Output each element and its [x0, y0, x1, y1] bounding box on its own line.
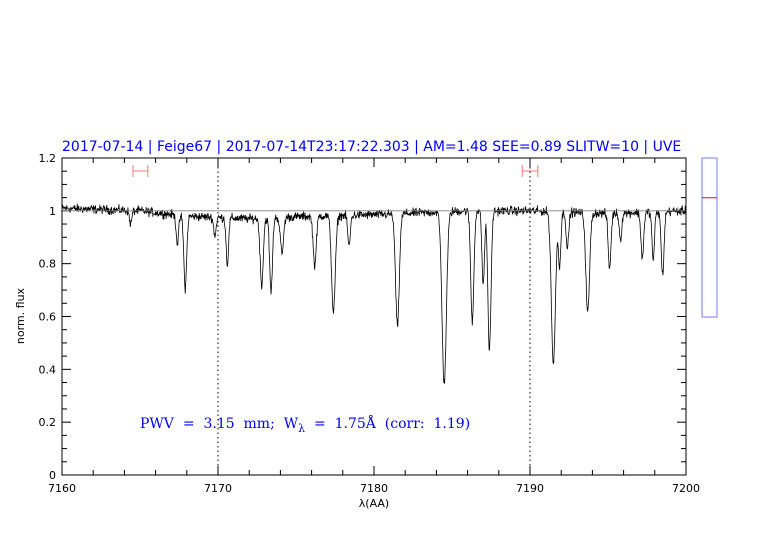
- x-axis-label: λ(AA): [359, 497, 389, 510]
- y-tick-label: 0.6: [39, 311, 57, 324]
- y-tick-label: 0: [49, 469, 56, 482]
- y-tick-label: 1: [49, 205, 56, 218]
- pwv-annotation-post: = 1.75Å (corr: 1.19): [305, 414, 470, 432]
- x-tick-label: 7200: [672, 482, 700, 495]
- y-axis-label: norm. flux: [14, 287, 27, 344]
- plot-frame: [61, 157, 687, 476]
- x-tick-label: 7190: [516, 482, 544, 495]
- spectrum-line: [61, 203, 687, 384]
- pwv-annotation-pre: PWV = 3.15 mm; W: [140, 416, 299, 432]
- x-tick-label: 7160: [48, 482, 76, 495]
- x-tick-label: 7170: [204, 482, 232, 495]
- side-indicator-box: [701, 157, 718, 318]
- y-tick-label: 0.8: [39, 258, 57, 271]
- x-tick-label: 7180: [360, 482, 388, 495]
- y-tick-label: 1.2: [39, 152, 57, 165]
- pwv-annotation-sub: λ: [298, 422, 305, 435]
- pwv-annotation: PWV = 3.15 mm; Wλ = 1.75Å (corr: 1.19): [140, 414, 470, 435]
- y-tick-label: 0.4: [39, 363, 57, 376]
- y-tick-label: 0.2: [39, 416, 57, 429]
- chart-title: 2017-07-14 | Feige67 | 2017-07-14T23:17:…: [62, 139, 681, 155]
